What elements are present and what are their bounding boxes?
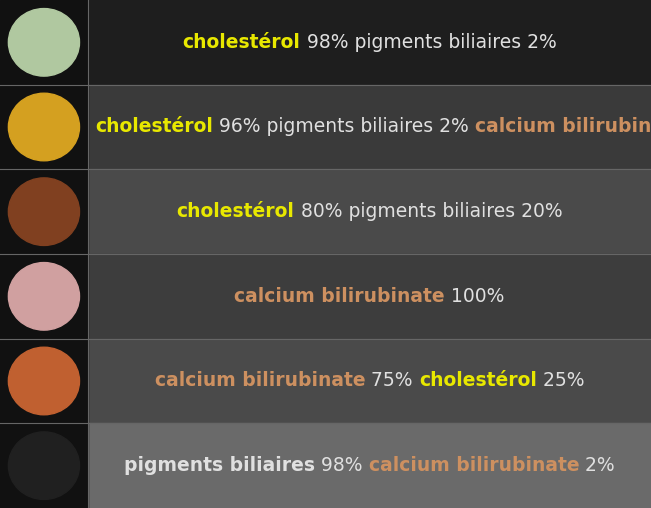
Text: cholestérol: cholestérol	[183, 33, 301, 52]
Bar	[0, 169, 88, 254]
Bar	[88, 254, 651, 339]
Bar	[0, 85, 88, 169]
Bar	[0, 423, 88, 508]
Bar	[88, 423, 651, 508]
Text: 98% pigments biliaires 2%: 98% pigments biliaires 2%	[301, 33, 556, 52]
Ellipse shape	[8, 347, 79, 415]
Ellipse shape	[8, 93, 79, 161]
Text: cholestérol: cholestérol	[176, 202, 294, 221]
Ellipse shape	[8, 263, 79, 330]
Text: calcium bilirubinate: calcium bilirubinate	[368, 456, 579, 475]
Text: cholestérol: cholestérol	[419, 371, 536, 391]
Text: calcium bilirubinate: calcium bilirubinate	[234, 287, 445, 306]
Text: 98%: 98%	[315, 456, 368, 475]
Ellipse shape	[8, 9, 79, 76]
Bar	[88, 85, 651, 169]
Text: 96% pigments biliaires 2%: 96% pigments biliaires 2%	[213, 117, 475, 137]
Bar	[0, 339, 88, 423]
Text: pigments biliaires: pigments biliaires	[124, 456, 315, 475]
Bar	[88, 0, 651, 85]
Bar	[88, 169, 651, 254]
Bar	[88, 339, 651, 423]
Text: 75%: 75%	[365, 371, 419, 391]
Text: cholestérol: cholestérol	[95, 117, 213, 137]
Bar	[0, 0, 88, 85]
Ellipse shape	[8, 178, 79, 245]
Text: 80% pigments biliaires 20%: 80% pigments biliaires 20%	[294, 202, 562, 221]
Text: 25%: 25%	[536, 371, 584, 391]
Text: calcium bilirubinate: calcium bilirubinate	[475, 117, 651, 137]
Text: 100%: 100%	[445, 287, 505, 306]
Text: calcium bilirubinate: calcium bilirubinate	[155, 371, 365, 391]
Text: 2%: 2%	[579, 456, 615, 475]
Ellipse shape	[8, 432, 79, 499]
Bar	[0, 254, 88, 339]
